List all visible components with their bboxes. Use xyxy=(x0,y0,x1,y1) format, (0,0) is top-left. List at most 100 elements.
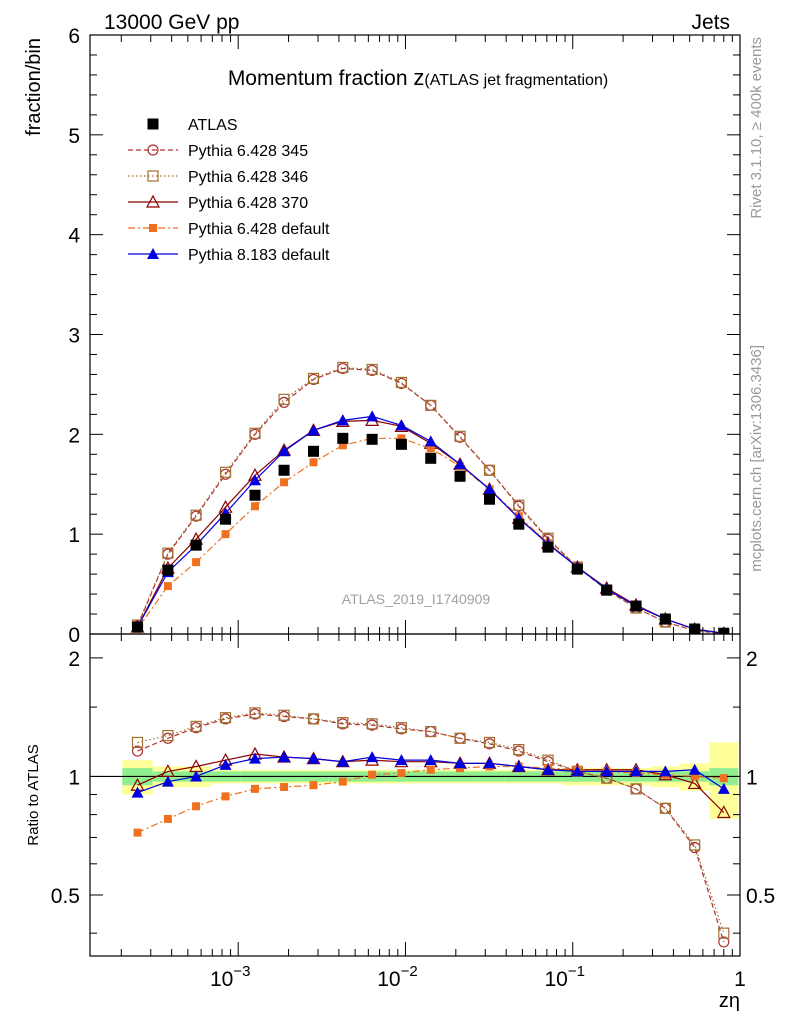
series-line-pythia-6-428-346 xyxy=(136,366,724,634)
ratio-point-pythia-6-428-346 xyxy=(249,707,261,719)
series-point-pythia-6-428-default xyxy=(250,502,259,511)
ratio-point-pythia-8-183-default xyxy=(542,763,555,775)
ratio-point-pythia-6-428-default xyxy=(163,814,172,823)
series-point-pythia-6-428-default xyxy=(280,478,289,487)
main-y-tick-label: 0 xyxy=(68,624,80,647)
atlas-data-point xyxy=(571,563,583,575)
ratio-point-pythia-8-183-default xyxy=(571,765,584,777)
legend-label: Pythia 6.428 345 xyxy=(188,143,308,160)
legend-item-pythia-8-183-default: Pythia 8.183 default xyxy=(128,247,330,264)
legend-item-pythia-6-428-default: Pythia 6.428 default xyxy=(128,221,330,238)
atlas-data-point xyxy=(278,464,290,476)
ratio-point-pythia-6-428-346 xyxy=(337,717,349,729)
ratio-point-pythia-8-183-default xyxy=(131,786,144,798)
ratio-point-pythia-8-183-default xyxy=(454,757,467,769)
legend-label: Pythia 6.428 346 xyxy=(188,169,308,186)
atlas-data-point xyxy=(659,613,671,625)
ratio-point-pythia-6-428-346 xyxy=(131,736,144,749)
series-point-pythia-6-428-346 xyxy=(249,427,261,439)
x-tick-label: 10−3 xyxy=(210,963,250,991)
series-point-pythia-6-428-default xyxy=(338,441,347,450)
atlas-data-point xyxy=(366,433,378,445)
ratio-y-tick-label-right: 0.5 xyxy=(746,885,775,908)
main-y-tick-label: 5 xyxy=(68,125,80,148)
main-y-tick-label: 4 xyxy=(68,225,80,248)
ratio-point-pythia-6-428-346 xyxy=(395,722,408,734)
series-point-pythia-8-183-default xyxy=(424,435,437,447)
series-point-pythia-6-428-default xyxy=(309,458,318,467)
series-point-pythia-6-428-346 xyxy=(307,372,320,385)
series-point-pythia-6-428-346 xyxy=(190,509,202,521)
x-tick-label: 1 xyxy=(734,968,746,991)
series-point-pythia-8-183-default xyxy=(307,424,320,436)
series-point-pythia-6-428-345 xyxy=(278,396,290,408)
ratio-point-pythia-8-183-default xyxy=(190,770,203,782)
ratio-y-tick-label-right: 1 xyxy=(746,766,758,789)
series-point-pythia-8-183-default xyxy=(454,458,467,470)
ratio-point-pythia-8-183-default xyxy=(717,782,730,794)
ratio-point-pythia-6-428-346 xyxy=(659,802,671,814)
legend-marker xyxy=(147,170,159,182)
ratio-point-pythia-6-428-346 xyxy=(162,729,174,742)
chart-title: Momentum fraction z(ATLAS jet fragmentat… xyxy=(228,65,608,90)
ratio-panel-series xyxy=(130,707,731,948)
series-point-pythia-6-428-default xyxy=(163,582,172,591)
ratio-point-pythia-8-183-default xyxy=(688,763,701,775)
series-point-pythia-6-428-346 xyxy=(483,464,496,476)
legend-item-pythia-6-428-345: Pythia 6.428 345 xyxy=(128,143,308,160)
legend-item-pythia-6-428-370: Pythia 6.428 370 xyxy=(128,194,308,212)
ratio-point-pythia-8-183-default xyxy=(366,751,379,763)
ratio-point-pythia-6-428-default xyxy=(280,783,289,792)
legend-label: Pythia 8.183 default xyxy=(188,247,330,264)
legend-marker xyxy=(147,248,159,259)
atlas-data-point xyxy=(190,539,202,551)
x-tick-label: 10−1 xyxy=(545,963,585,991)
atlas-data-point xyxy=(132,621,144,633)
ratio-point-pythia-6-428-345 xyxy=(131,745,144,757)
atlas-data-point xyxy=(542,541,554,553)
ratio-point-pythia-6-428-default xyxy=(690,772,699,781)
series-point-pythia-8-183-default xyxy=(278,445,291,457)
main-y-tick-label: 2 xyxy=(68,424,80,447)
series-point-pythia-6-428-346 xyxy=(513,499,525,511)
legend-item-atlas: ATLAS xyxy=(147,117,238,134)
ratio-point-pythia-8-183-default xyxy=(424,754,437,766)
ratio-point-pythia-6-428-346 xyxy=(190,720,202,732)
atlas-data-point xyxy=(484,493,496,505)
atlas-data-point xyxy=(454,470,466,482)
ratio-y-tick-label: 1 xyxy=(68,766,80,789)
ratio-point-pythia-6-428-default xyxy=(426,765,435,774)
ratio-point-pythia-6-428-346 xyxy=(425,725,437,738)
ratio-point-pythia-6-428-default xyxy=(192,802,201,811)
ratio-point-pythia-6-428-346 xyxy=(219,712,232,724)
mcplots-reference-label: mcplots.cern.ch [arXiv:1306.3436] xyxy=(748,345,765,572)
series-point-pythia-8-183-default xyxy=(366,410,379,422)
ratio-point-pythia-6-428-370 xyxy=(687,776,702,790)
series-point-pythia-6-428-default xyxy=(192,558,201,567)
ratio-point-pythia-8-183-default xyxy=(278,751,291,763)
ratio-point-pythia-8-183-default xyxy=(336,755,349,767)
chart-title-sub: (ATLAS jet fragmentation) xyxy=(424,72,608,89)
ratio-point-pythia-6-428-346 xyxy=(513,743,525,756)
axes: 0 1 2 3 4 5 6 10−3 10−2 10−1 1 0.5 0.5 1 1 2 2 xyxy=(51,25,775,991)
ratio-point-pythia-6-428-default xyxy=(133,828,142,837)
main-y-tick-label: 6 xyxy=(68,25,80,48)
ratio-point-pythia-8-183-default xyxy=(219,758,232,770)
ratio-y-axis-label: Ratio to ATLAS xyxy=(25,744,42,845)
ratio-uncertainty-bands xyxy=(122,742,739,819)
ratio-point-pythia-6-428-default xyxy=(338,777,347,786)
series-point-pythia-8-183-default xyxy=(248,474,261,486)
main-y-tick-label: 1 xyxy=(68,524,80,547)
ratio-point-pythia-6-428-default xyxy=(221,792,230,801)
atlas-data-point xyxy=(337,432,349,444)
series-point-pythia-6-428-default xyxy=(426,444,435,453)
ratio-line-pythia-6-428-346 xyxy=(137,712,725,934)
chart-title-z: z xyxy=(413,65,424,90)
series-point-pythia-6-428-default xyxy=(397,434,406,443)
ratio-point-pythia-6-428-346 xyxy=(483,736,496,749)
legend-item-pythia-6-428-346: Pythia 6.428 346 xyxy=(128,169,308,186)
ratio-point-pythia-6-428-346 xyxy=(278,709,290,721)
atlas-data-point xyxy=(395,438,407,450)
series-point-pythia-6-428-346 xyxy=(162,547,174,559)
ratio-point-pythia-6-428-default xyxy=(309,781,318,790)
